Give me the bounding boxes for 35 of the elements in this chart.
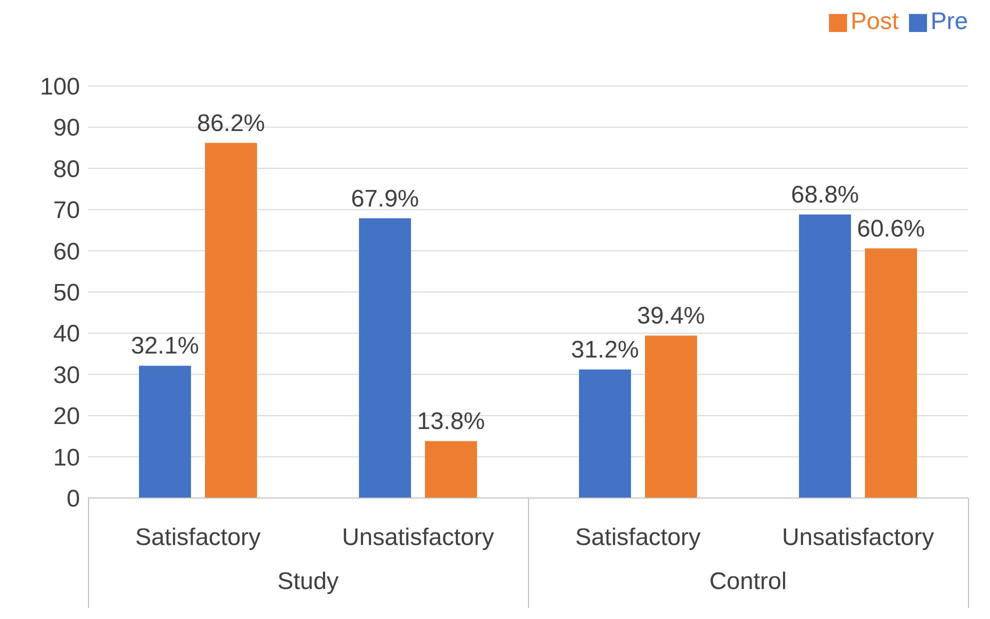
y-tick-label: 30 (53, 362, 80, 389)
y-tick-label: 40 (53, 320, 80, 348)
bar (579, 369, 631, 498)
data-label: 39.4% (636, 302, 706, 330)
data-label: 32.1% (130, 332, 200, 360)
y-tick-label: 90 (53, 114, 80, 142)
y-tick-label: 20 (53, 403, 80, 430)
bar (205, 142, 257, 498)
bar (799, 214, 851, 498)
data-label: 31.2% (570, 336, 640, 364)
data-label: 67.9% (350, 185, 420, 212)
y-tick-label: 60 (53, 238, 80, 266)
x-tick-label: Satisfactory (575, 524, 701, 552)
y-tick-label: 100 (40, 74, 80, 101)
bar (425, 441, 477, 498)
data-label: 13.8% (416, 408, 486, 436)
y-tick-label: 0 (66, 486, 80, 513)
bar (139, 366, 191, 498)
y-tick-label: 50 (53, 280, 80, 307)
y-tick-label: 10 (53, 444, 80, 472)
x-tick-label: Unsatisfactory (782, 524, 934, 552)
bar (645, 336, 697, 498)
data-label: 68.8% (790, 182, 860, 209)
text: Study (276, 568, 340, 596)
y-tick-label: 70 (53, 197, 80, 224)
legend-label: Pre (930, 8, 968, 35)
data-label: 60.6% (856, 215, 926, 242)
data-label: 86.2% (196, 110, 266, 137)
legend-label: Post (850, 8, 899, 35)
x-tick-label: Satisfactory (135, 524, 261, 552)
bar (359, 218, 411, 498)
text: Control (708, 568, 788, 596)
x-tick-label: Unsatisfactory (342, 524, 494, 552)
y-tick-label: 80 (53, 156, 80, 183)
bar (865, 248, 917, 498)
